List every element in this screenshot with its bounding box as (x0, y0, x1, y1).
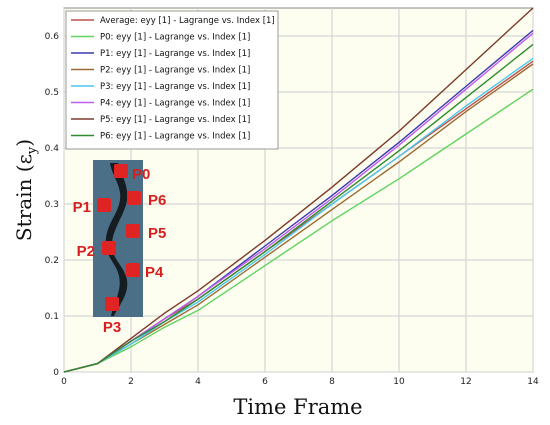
point-marker-p4 (126, 263, 140, 277)
x-tick-label: 4 (195, 377, 201, 387)
y-tick-label: 0.2 (45, 256, 59, 266)
legend: Average: eyy [1] - Lagrange vs. Index [1… (65, 10, 279, 150)
series-line-1 (63, 88, 534, 373)
point-marker-p0 (114, 164, 128, 178)
point-label-p1: P1 (73, 199, 91, 216)
x-tick-label: 0 (61, 377, 67, 387)
point-marker-p3 (105, 297, 119, 311)
legend-label: P2: eyy [1] - Lagrange vs. Index [1] (100, 66, 250, 76)
tick-labels: 0 2 4 6 8 10 12 14 0 0.1 0.2 0.3 0.4 0.5 0.6 (45, 32, 539, 387)
y-tick-label: 0.1 (45, 312, 59, 322)
y-tick-label: 0.5 (45, 88, 59, 98)
specimen-inset: P0 P1 P2 P3 P4 P5 P6 (73, 160, 166, 336)
legend-label: P5: eyy [1] - Lagrange vs. Index [1] (100, 115, 250, 125)
point-label-p6: P6 (148, 192, 166, 209)
y-tick-label: 0.6 (45, 32, 60, 42)
legend-label: P6: eyy [1] - Lagrange vs. Index [1] (100, 132, 250, 142)
legend-items: Average: eyy [1] - Lagrange vs. Index [1… (71, 16, 275, 142)
point-label-p4: P4 (145, 264, 164, 281)
x-tick-label: 14 (527, 377, 539, 387)
inset-points: P0 P1 P2 P3 P4 P5 P6 (73, 164, 166, 336)
point-marker-p6 (127, 191, 141, 205)
point-label-p5: P5 (148, 225, 166, 242)
y-axis-title-main: Strain (ε (12, 154, 36, 241)
point-label-p0: P0 (132, 166, 150, 183)
legend-label: P1: eyy [1] - Lagrange vs. Index [1] (100, 49, 250, 59)
series-layer (63, 7, 534, 373)
x-tick-label: 12 (460, 377, 471, 387)
point-label-p2: P2 (77, 243, 95, 260)
legend-label: P4: eyy [1] - Lagrange vs. Index [1] (100, 99, 250, 109)
legend-box (65, 10, 279, 150)
y-tick-label: 0 (53, 368, 59, 378)
y-tick-label: 0.4 (45, 144, 60, 154)
legend-label: Average: eyy [1] - Lagrange vs. Index [1… (100, 16, 275, 26)
y-axis-title: Strain (εy) (12, 139, 40, 241)
point-label-p3: P3 (103, 319, 121, 336)
point-marker-p5 (126, 224, 140, 238)
series-line-7 (63, 43, 534, 373)
legend-label: P3: eyy [1] - Lagrange vs. Index [1] (100, 82, 250, 92)
point-marker-p2 (102, 241, 116, 255)
x-tick-label: 6 (262, 377, 268, 387)
x-tick-label: 10 (393, 377, 405, 387)
series-line-4 (63, 57, 534, 373)
y-axis-title-subscript: y (25, 146, 40, 155)
y-axis-title-close: ) (12, 139, 36, 147)
point-marker-p1 (97, 198, 111, 212)
legend-label: P0: eyy [1] - Lagrange vs. Index [1] (100, 33, 250, 43)
y-tick-label: 0.3 (45, 200, 59, 210)
x-tick-label: 8 (329, 377, 335, 387)
inset-image (93, 160, 143, 317)
x-tick-label: 2 (128, 377, 134, 387)
crack-shape (105, 163, 128, 316)
x-axis-title: Time Frame (233, 395, 362, 419)
series-line-6 (63, 7, 534, 373)
